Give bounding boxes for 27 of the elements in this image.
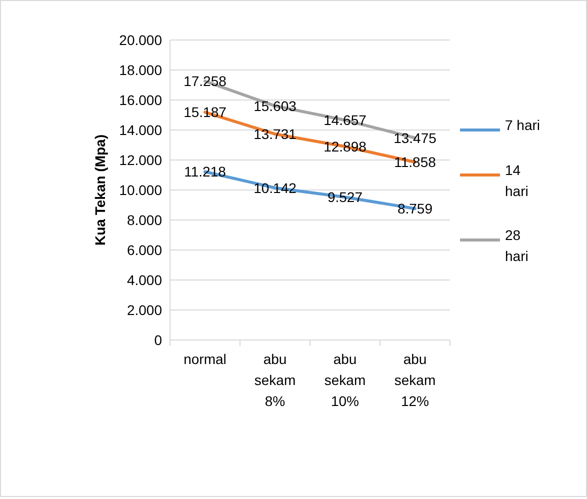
- x-tick-label: abu sekam 8%: [254, 351, 296, 409]
- data-label: 15.603: [254, 98, 297, 114]
- y-tick-label: 2.000: [126, 302, 162, 318]
- y-tick-label: 8.000: [126, 212, 162, 228]
- data-label: 15.187: [184, 104, 227, 120]
- data-label: 11.218: [184, 164, 226, 180]
- x-tick-label: abu sekam 10%: [324, 351, 366, 409]
- data-label: 14.657: [324, 112, 367, 128]
- y-tick-label: 4.000: [126, 272, 162, 288]
- x-tick-label: normal: [184, 351, 226, 367]
- legend-label: 28 hari: [505, 227, 528, 264]
- legend-label: 14 hari: [505, 162, 528, 199]
- y-tick-label: 12.000: [119, 152, 162, 168]
- x-tick-label: abu sekam 12%: [394, 351, 436, 409]
- data-label: 17.258: [184, 73, 227, 90]
- data-label: 8.759: [397, 200, 433, 217]
- legend-label: 7 hari: [505, 117, 540, 133]
- y-tick-label: 0: [154, 332, 162, 348]
- y-tick-label: 20.000: [119, 32, 162, 48]
- y-tick-label: 14.000: [119, 122, 162, 138]
- y-tick-label: 10.000: [119, 182, 162, 198]
- y-tick-label: 6.000: [126, 242, 162, 258]
- y-tick-label: 18.000: [119, 62, 162, 78]
- y-tick-label: 16.000: [119, 92, 162, 108]
- y-axis-title: Kua Tekan (Mpa): [92, 134, 108, 246]
- data-label: 13.475: [394, 130, 437, 146]
- data-label: 11.858: [394, 154, 436, 170]
